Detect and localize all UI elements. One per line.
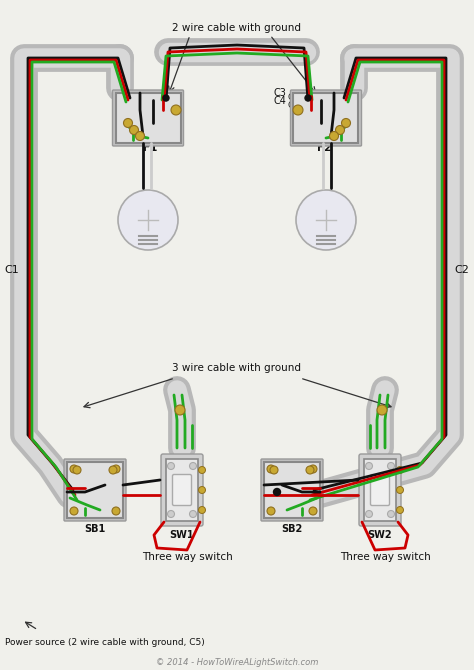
FancyBboxPatch shape xyxy=(67,462,123,518)
Text: Three way switch: Three way switch xyxy=(340,552,430,562)
Circle shape xyxy=(129,125,138,135)
Circle shape xyxy=(306,466,314,474)
Circle shape xyxy=(70,507,78,515)
Circle shape xyxy=(171,105,181,115)
Circle shape xyxy=(396,507,403,513)
FancyBboxPatch shape xyxy=(359,454,401,526)
FancyBboxPatch shape xyxy=(371,474,390,505)
Circle shape xyxy=(309,507,317,515)
Circle shape xyxy=(70,465,78,473)
Circle shape xyxy=(163,95,169,101)
Text: SW2: SW2 xyxy=(368,530,392,540)
Text: Three way switch: Three way switch xyxy=(142,552,232,562)
FancyBboxPatch shape xyxy=(261,459,323,521)
FancyBboxPatch shape xyxy=(161,454,203,526)
Circle shape xyxy=(167,511,174,517)
Text: 3 wire cable with ground: 3 wire cable with ground xyxy=(173,363,301,373)
Circle shape xyxy=(365,511,373,517)
Text: LT1: LT1 xyxy=(139,220,156,230)
Text: C3: C3 xyxy=(273,88,286,98)
Text: SW1: SW1 xyxy=(170,530,194,540)
FancyBboxPatch shape xyxy=(317,233,335,247)
Text: 2 wire cable with ground: 2 wire cable with ground xyxy=(173,23,301,33)
Text: C2: C2 xyxy=(455,265,469,275)
Circle shape xyxy=(136,131,145,141)
Circle shape xyxy=(199,466,206,474)
FancyBboxPatch shape xyxy=(116,93,181,143)
Circle shape xyxy=(273,488,281,496)
Circle shape xyxy=(112,507,120,515)
FancyBboxPatch shape xyxy=(364,459,396,521)
Circle shape xyxy=(336,125,345,135)
Circle shape xyxy=(73,466,81,474)
Text: C1: C1 xyxy=(5,265,19,275)
Circle shape xyxy=(388,511,394,517)
Text: C3: C3 xyxy=(288,93,300,102)
Text: LT2: LT2 xyxy=(318,220,335,230)
FancyBboxPatch shape xyxy=(139,233,157,247)
Circle shape xyxy=(118,190,178,250)
Circle shape xyxy=(396,466,403,474)
Circle shape xyxy=(124,119,133,127)
FancyBboxPatch shape xyxy=(264,462,320,518)
FancyBboxPatch shape xyxy=(293,93,358,143)
Circle shape xyxy=(396,486,403,494)
Text: C4: C4 xyxy=(273,96,286,106)
Circle shape xyxy=(309,465,317,473)
Circle shape xyxy=(296,190,356,250)
Text: SB2: SB2 xyxy=(282,524,302,534)
Circle shape xyxy=(167,462,174,470)
Text: Power source (2 wire cable with ground, C5): Power source (2 wire cable with ground, … xyxy=(5,638,205,647)
FancyBboxPatch shape xyxy=(64,459,126,521)
Circle shape xyxy=(175,405,185,415)
Circle shape xyxy=(112,465,120,473)
Circle shape xyxy=(199,507,206,513)
Text: © 2014 - HowToWireALightSwitch.com: © 2014 - HowToWireALightSwitch.com xyxy=(156,658,318,667)
Circle shape xyxy=(388,462,394,470)
FancyBboxPatch shape xyxy=(112,90,183,146)
Circle shape xyxy=(199,486,206,494)
Circle shape xyxy=(109,466,117,474)
Circle shape xyxy=(293,105,303,115)
Circle shape xyxy=(190,462,197,470)
Circle shape xyxy=(329,131,338,141)
Circle shape xyxy=(377,405,387,415)
Text: F2: F2 xyxy=(317,143,331,153)
Circle shape xyxy=(365,462,373,470)
Text: F1: F1 xyxy=(143,143,157,153)
FancyBboxPatch shape xyxy=(166,459,198,521)
Circle shape xyxy=(270,466,278,474)
Text: SB1: SB1 xyxy=(84,524,106,534)
Circle shape xyxy=(190,511,197,517)
Circle shape xyxy=(267,507,275,515)
Circle shape xyxy=(267,465,275,473)
Circle shape xyxy=(341,119,350,127)
Text: C4: C4 xyxy=(288,101,300,110)
Circle shape xyxy=(305,95,311,101)
FancyBboxPatch shape xyxy=(291,90,362,146)
FancyBboxPatch shape xyxy=(173,474,191,505)
